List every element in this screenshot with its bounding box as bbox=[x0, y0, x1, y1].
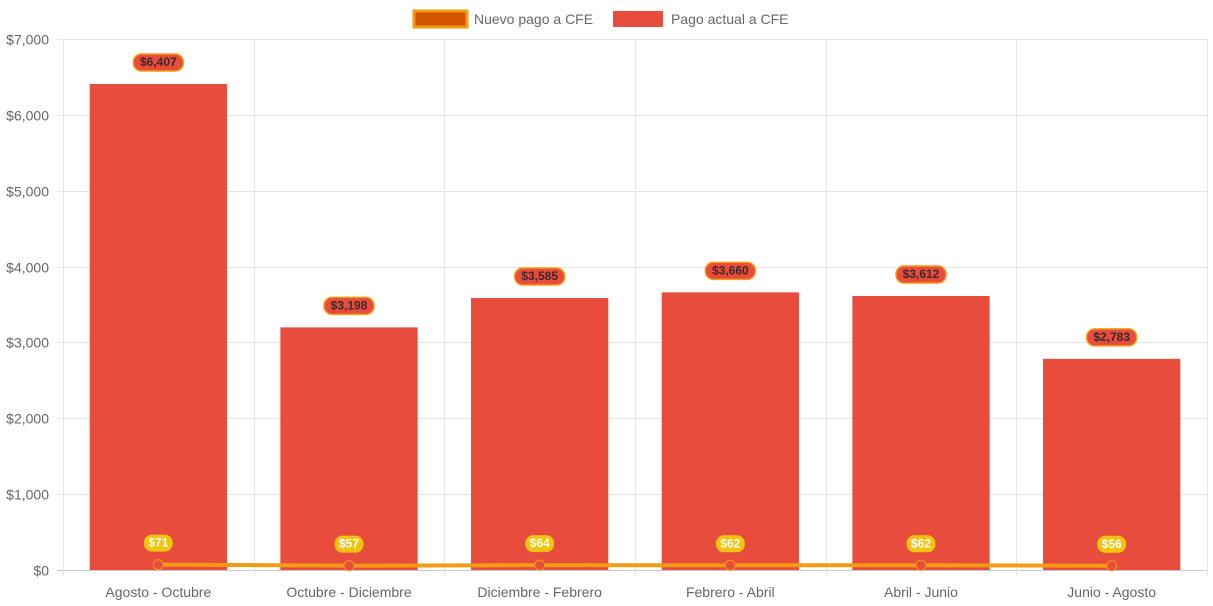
line-series bbox=[152, 559, 1118, 572]
y-tick-label: $2,000 bbox=[6, 411, 49, 427]
y-tick-label: $4,000 bbox=[6, 260, 49, 276]
bar-value-label: $2,783 bbox=[1093, 330, 1130, 344]
line-nuevo-pago bbox=[158, 562, 1112, 568]
line-value-label: $57 bbox=[339, 537, 359, 551]
line-value-label: $64 bbox=[530, 536, 550, 550]
line-value-label-group: $71 bbox=[143, 534, 173, 552]
legend-label-pago-actual[interactable]: Pago actual a CFE bbox=[671, 11, 789, 27]
bar-value-label: $3,585 bbox=[521, 269, 558, 283]
bar-pago-actual[interactable] bbox=[852, 296, 990, 570]
bar-value-label: $3,198 bbox=[331, 298, 368, 312]
bar-value-label-bg bbox=[895, 265, 947, 284]
bar-series bbox=[89, 83, 1181, 571]
line-value-label: $62 bbox=[720, 536, 740, 550]
point-nuevo-pago[interactable] bbox=[534, 559, 546, 571]
grid bbox=[57, 39, 1208, 576]
x-tick-label: Agosto - Octubre bbox=[105, 584, 211, 600]
bar-pago-actual[interactable] bbox=[1043, 358, 1181, 570]
y-tick-label: $6,000 bbox=[6, 108, 49, 124]
point-nuevo-pago[interactable] bbox=[915, 559, 927, 571]
x-tick-label: Diciembre - Febrero bbox=[477, 584, 602, 600]
bar-value-label: $3,612 bbox=[903, 267, 940, 281]
bar-value-label-group: $3,198 bbox=[323, 296, 375, 316]
line-value-label-bg bbox=[1097, 535, 1127, 553]
bar-value-label-bg bbox=[704, 261, 757, 281]
line-value-label: $71 bbox=[148, 536, 168, 550]
line-value-label-group: $56 bbox=[1097, 535, 1127, 553]
x-tick-label: Abril - Junio bbox=[884, 584, 958, 600]
legend: Nuevo pago a CFE Pago actual a CFE bbox=[412, 9, 789, 29]
bar-value-label-group: $2,783 bbox=[1085, 328, 1138, 347]
legend-label-nuevo-pago[interactable]: Nuevo pago a CFE bbox=[474, 11, 593, 27]
bar-value-label-group: $3,585 bbox=[513, 267, 566, 286]
line-value-label-bg bbox=[525, 535, 555, 553]
point-nuevo-pago[interactable] bbox=[152, 559, 164, 571]
bar-value-label: $3,660 bbox=[712, 263, 749, 277]
bar-value-label-group: $3,612 bbox=[895, 265, 947, 284]
y-tick-label: $1,000 bbox=[6, 487, 49, 503]
line-value-label-group: $64 bbox=[525, 535, 555, 553]
line-value-label: $56 bbox=[1102, 537, 1122, 551]
line-value-label-group: $57 bbox=[334, 535, 364, 553]
line-value-label-group: $62 bbox=[715, 535, 745, 553]
line-value-label: $62 bbox=[911, 536, 931, 550]
y-tick-label: $3,000 bbox=[6, 335, 49, 351]
x-tick-label: Febrero - Abril bbox=[686, 584, 775, 600]
bar-value-label-bg bbox=[1085, 328, 1138, 347]
data-labels: $6,407 $3,198 $3,585 $3,660 $3,612 $2,783 $71 $… bbox=[132, 53, 1138, 553]
line-value-label-bg bbox=[334, 535, 364, 553]
y-axis: $0 $1,000 $2,000 $3,000 $4,000 $5,000 $6,000 $7… bbox=[6, 32, 49, 579]
line-value-label-bg bbox=[906, 535, 936, 553]
bar-value-label-group: $3,660 bbox=[704, 261, 757, 281]
x-tick-label: Junio - Agosto bbox=[1067, 584, 1156, 600]
bar-pago-actual[interactable] bbox=[89, 83, 227, 571]
line-value-label-bg bbox=[143, 534, 173, 552]
point-nuevo-pago[interactable] bbox=[724, 559, 736, 571]
y-tick-label: $7,000 bbox=[6, 32, 49, 48]
x-tick-label: Octubre - Diciembre bbox=[286, 584, 411, 600]
line-value-label-group: $62 bbox=[906, 535, 936, 553]
point-nuevo-pago[interactable] bbox=[343, 560, 355, 572]
bar-value-label-group: $6,407 bbox=[132, 53, 185, 72]
bar-value-label: $6,407 bbox=[140, 55, 177, 69]
bar-pago-actual[interactable] bbox=[471, 298, 609, 570]
legend-swatch-pago-actual[interactable] bbox=[613, 11, 663, 27]
legend-swatch-nuevo-pago[interactable] bbox=[412, 9, 469, 29]
bar-value-label-bg bbox=[323, 296, 375, 316]
bar-value-label-bg bbox=[513, 267, 566, 286]
bar-pago-actual[interactable] bbox=[661, 292, 799, 570]
y-tick-label: $0 bbox=[33, 563, 49, 579]
bar-value-label-bg bbox=[132, 53, 185, 72]
point-nuevo-pago[interactable] bbox=[1106, 560, 1118, 572]
line-value-label-bg bbox=[715, 535, 745, 553]
x-axis: Agosto - Octubre Octubre - Diciembre Dicie… bbox=[105, 584, 1156, 600]
bar-pago-actual[interactable] bbox=[280, 327, 418, 570]
y-tick-label: $5,000 bbox=[6, 184, 49, 200]
